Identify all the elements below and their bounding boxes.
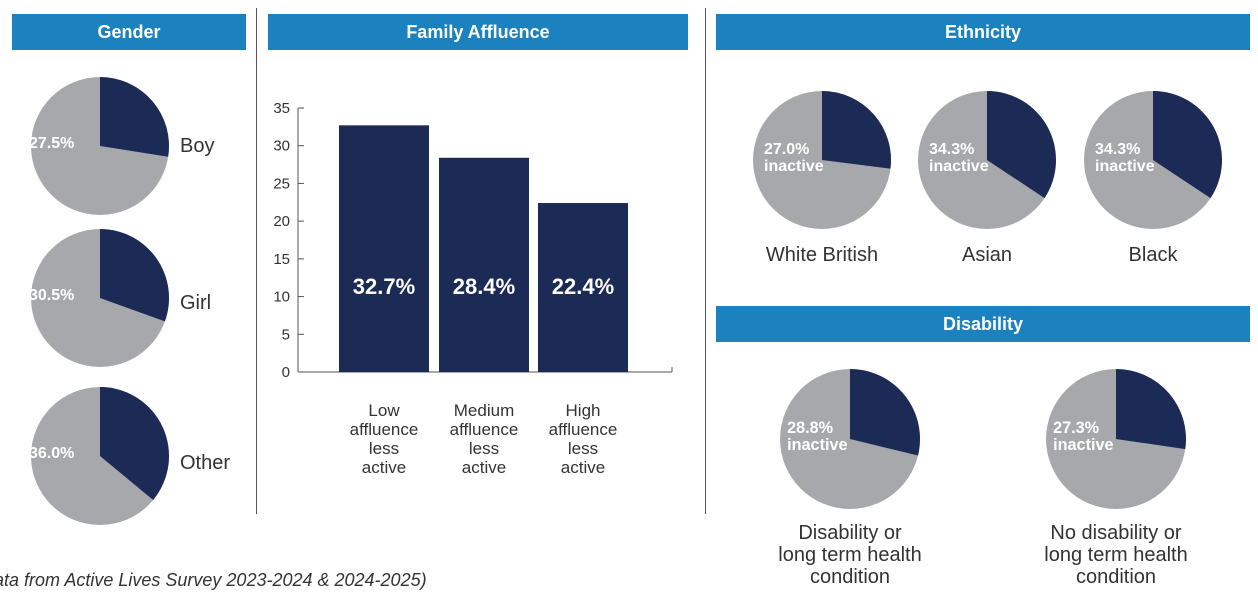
disability-without-value-slice xyxy=(1116,369,1186,450)
ethnicity-asian-pct-label-1: 34.3% xyxy=(929,141,974,158)
divider-right xyxy=(705,8,706,514)
disability-label-with-line3: condition xyxy=(809,566,891,588)
bar-category-label-1-line-2: affluence xyxy=(350,420,419,439)
ethnicity-pie-asian: 34.3%inactive xyxy=(918,91,1056,229)
disability-pie-without: 27.3%inactive xyxy=(1046,369,1186,509)
disability-pie-with: 28.8%inactive xyxy=(780,369,920,509)
bar-category-label-3-line-1: High xyxy=(566,401,601,420)
bar-category-label-1-line-3: less xyxy=(369,439,399,458)
y-tick-label: 0 xyxy=(282,364,290,381)
ethnicity-label-black: Black xyxy=(1128,244,1178,266)
disability-without-pct-label-2: inactive xyxy=(1053,436,1113,454)
disability-label-without: No disability or long term health condit… xyxy=(1006,522,1226,588)
ethnicity-label-asian: Asian xyxy=(961,244,1013,266)
ethnicity-asian-value-slice xyxy=(987,91,1056,199)
gender-other-value-slice xyxy=(100,387,169,500)
disability-label-with-line2: long term health xyxy=(778,544,922,566)
ethnicity-label-white-british: White British xyxy=(765,244,879,266)
disability-header: Disability xyxy=(716,306,1250,342)
ethnicity-white-british-pct-label-1: 27.0% xyxy=(764,141,809,158)
source-footnote: ata from Active Lives Survey 2023-2024 &… xyxy=(0,570,427,590)
bar-category-label-1-line-1: Low xyxy=(368,401,400,420)
disability-label-without-line3: condition xyxy=(1075,566,1157,588)
gender-pie-girl: 30.5% xyxy=(30,229,170,367)
ethnicity-white-british-value-slice xyxy=(822,91,891,169)
bar-category-label-2-line-1: Medium xyxy=(454,401,514,420)
y-tick-label: 35 xyxy=(273,100,290,117)
ethnicity-black-pct-label-1: 34.3% xyxy=(1095,141,1140,158)
disability-label-without-line1: No disability or xyxy=(1050,522,1182,544)
ethnicity-black-pct-label-2: inactive xyxy=(1095,158,1155,175)
divider-left xyxy=(256,8,257,514)
disability-with-pct-label-2: inactive xyxy=(787,436,847,454)
disability-label-with-line1: Disability or xyxy=(798,522,902,544)
gender-label-girl: Girl xyxy=(180,292,212,314)
family-affluence-header: Family Affluence xyxy=(268,14,688,50)
bar-category-label-1-line-4: active xyxy=(362,458,406,477)
gender-boy-value-slice xyxy=(100,77,169,157)
y-tick-label: 25 xyxy=(273,175,290,192)
gender-girl-pct-label-1: 30.5% xyxy=(30,287,74,304)
gender-pie-other: 36.0% xyxy=(30,387,169,525)
family-affluence-bar-chart: 0510152025303532.7%Lowaffluencelessactiv… xyxy=(273,100,673,477)
disability-without-pct-label-1: 27.3% xyxy=(1053,419,1099,437)
bar-category-label-2-line-2: affluence xyxy=(450,420,519,439)
y-tick-label: 30 xyxy=(273,138,290,155)
disability-with-pct-label-1: 28.8% xyxy=(787,419,833,437)
bar-value-label-2: 28.4% xyxy=(453,274,515,299)
ethnicity-header: Ethnicity xyxy=(716,14,1250,50)
bar-category-label-3-line-2: affluence xyxy=(549,420,618,439)
bar-category-label-2-line-4: active xyxy=(462,458,506,477)
ethnicity-black-value-slice xyxy=(1153,91,1222,199)
bar-3 xyxy=(538,203,628,372)
bar-category-label-3-line-3: less xyxy=(568,439,598,458)
ethnicity-white-british-pct-label-2: inactive xyxy=(764,158,824,175)
ethnicity-asian-pct-label-2: inactive xyxy=(929,158,989,175)
gender-other-pct-label-1: 36.0% xyxy=(30,445,74,462)
bar-value-label-3: 22.4% xyxy=(552,274,614,299)
bar-1 xyxy=(339,125,429,372)
disability-label-with: Disability or long term health condition xyxy=(740,522,960,588)
bar-2 xyxy=(439,157,529,372)
y-tick-label: 15 xyxy=(273,251,290,268)
gender-label-boy: Boy xyxy=(180,135,215,157)
bar-value-label-1: 32.7% xyxy=(353,274,415,299)
gender-girl-value-slice xyxy=(100,229,170,322)
disability-with-value-slice xyxy=(850,369,920,456)
bar-category-label-3-line-4: active xyxy=(561,458,605,477)
gender-pie-boy: 27.5% xyxy=(30,77,169,215)
gender-label-other: Other xyxy=(180,452,231,474)
gender-boy-pct-label-1: 27.5% xyxy=(30,135,74,152)
ethnicity-pie-black: 34.3%inactive xyxy=(1084,91,1222,229)
y-tick-label: 10 xyxy=(273,289,290,306)
y-tick-label: 20 xyxy=(273,213,290,230)
gender-header: Gender xyxy=(12,14,246,50)
y-tick-label: 5 xyxy=(282,326,290,343)
ethnicity-pie-white-british: 27.0%inactive xyxy=(753,91,891,229)
bar-category-label-2-line-3: less xyxy=(469,439,499,458)
disability-label-without-line2: long term health xyxy=(1044,544,1188,566)
